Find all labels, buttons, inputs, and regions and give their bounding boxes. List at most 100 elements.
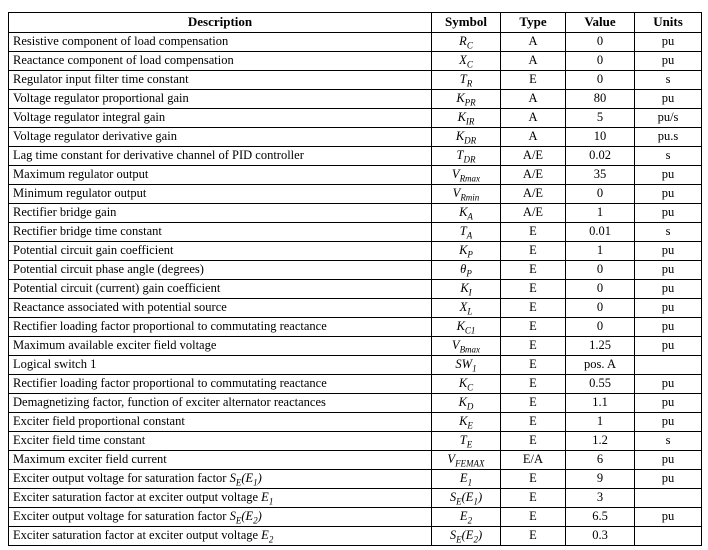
type-cell: A <box>500 108 566 128</box>
column-header-description: Description <box>8 12 432 33</box>
value-cell: 80 <box>565 89 635 109</box>
description-cell: Potential circuit phase angle (degrees) <box>8 260 432 280</box>
value-cell: 1 <box>565 241 635 261</box>
units-cell: pu <box>634 412 702 432</box>
units-cell: pu <box>634 507 702 527</box>
column-header-type: Type <box>500 12 566 33</box>
symbol-cell: RC <box>431 32 501 52</box>
units-cell: pu/s <box>634 108 702 128</box>
value-cell: 0 <box>565 279 635 299</box>
table-row: Exciter output voltage for saturation fa… <box>8 507 702 527</box>
value-cell: 3 <box>565 488 635 508</box>
symbol-cell: SE(E1) <box>431 488 501 508</box>
table-row: Rectifier bridge time constant TA E 0.01 s <box>8 222 702 242</box>
table-row: Voltage regulator integral gain KIR A 5 pu/s <box>8 108 702 128</box>
value-cell: 0 <box>565 32 635 52</box>
type-cell: A <box>500 32 566 52</box>
description-cell: Regulator input filter time constant <box>8 70 432 90</box>
type-cell: A/E <box>500 165 566 185</box>
value-cell: 5 <box>565 108 635 128</box>
units-cell: s <box>634 431 702 451</box>
units-cell: pu <box>634 165 702 185</box>
symbol-cell: KA <box>431 203 501 223</box>
value-cell: 0.55 <box>565 374 635 394</box>
column-header-units: Units <box>634 12 702 33</box>
description-cell: Potential circuit gain coefficient <box>8 241 432 261</box>
value-cell: 0 <box>565 317 635 337</box>
units-cell: pu <box>634 374 702 394</box>
type-cell: E <box>500 355 566 375</box>
type-cell: E <box>500 336 566 356</box>
table-row: Maximum exciter field current VFEMAX E/A 6 p… <box>8 450 702 470</box>
description-cell: Exciter saturation factor at exciter out… <box>8 526 432 546</box>
table-row: Demagnetizing factor, function of excite… <box>8 393 702 413</box>
table-row: Rectifier loading factor proportional to… <box>8 374 702 394</box>
type-cell: E <box>500 431 566 451</box>
table-row: Voltage regulator proportional gain KPR A 8… <box>8 89 702 109</box>
symbol-cell: TR <box>431 70 501 90</box>
value-cell: 6.5 <box>565 507 635 527</box>
value-cell: 0 <box>565 298 635 318</box>
units-cell: pu <box>634 203 702 223</box>
units-cell: pu <box>634 241 702 261</box>
type-cell: E <box>500 317 566 337</box>
type-cell: E <box>500 279 566 299</box>
symbol-cell: KD <box>431 393 501 413</box>
symbol-cell: KI <box>431 279 501 299</box>
description-cell: Voltage regulator integral gain <box>8 108 432 128</box>
units-cell: pu <box>634 184 702 204</box>
symbol-cell: KC1 <box>431 317 501 337</box>
symbol-cell: TDR <box>431 146 501 166</box>
units-cell: pu <box>634 89 702 109</box>
value-cell: 0.3 <box>565 526 635 546</box>
type-cell: E <box>500 393 566 413</box>
table-row: Potential circuit (current) gain coeffic… <box>8 279 702 299</box>
table-row: Exciter saturation factor at exciter out… <box>8 526 702 546</box>
type-cell: E <box>500 507 566 527</box>
value-cell: 1 <box>565 412 635 432</box>
value-cell: 35 <box>565 165 635 185</box>
type-cell: E <box>500 241 566 261</box>
value-cell: 9 <box>565 469 635 489</box>
type-cell: E <box>500 488 566 508</box>
symbol-cell: VBmax <box>431 336 501 356</box>
description-cell: Voltage regulator proportional gain <box>8 89 432 109</box>
description-cell: Exciter saturation factor at exciter out… <box>8 488 432 508</box>
type-cell: A <box>500 89 566 109</box>
symbol-cell: TA <box>431 222 501 242</box>
units-cell: s <box>634 222 702 242</box>
description-cell: Minimum regulator output <box>8 184 432 204</box>
symbol-cell: θP <box>431 260 501 280</box>
value-cell: 1.1 <box>565 393 635 413</box>
symbol-cell: SW1 <box>431 355 501 375</box>
units-cell <box>634 355 702 375</box>
units-cell: pu <box>634 279 702 299</box>
description-cell: Reactance component of load compensation <box>8 51 432 71</box>
type-cell: E <box>500 70 566 90</box>
units-cell: pu <box>634 51 702 71</box>
type-cell: A <box>500 127 566 147</box>
symbol-cell: KC <box>431 374 501 394</box>
type-cell: E <box>500 526 566 546</box>
units-cell: pu <box>634 336 702 356</box>
type-cell: E <box>500 469 566 489</box>
units-cell: pu <box>634 298 702 318</box>
value-cell: 0 <box>565 260 635 280</box>
table-row: Exciter output voltage for saturation fa… <box>8 469 702 489</box>
description-cell: Potential circuit (current) gain coeffic… <box>8 279 432 299</box>
units-cell: pu.s <box>634 127 702 147</box>
value-cell: 0.01 <box>565 222 635 242</box>
table-row: Regulator input filter time constant TR E 0… <box>8 70 702 90</box>
table-row: Voltage regulator derivative gain KDR A 10 p… <box>8 127 702 147</box>
symbol-cell: XC <box>431 51 501 71</box>
symbol-cell: KDR <box>431 127 501 147</box>
type-cell: E/A <box>500 450 566 470</box>
table-row: Lag time constant for derivative channel… <box>8 146 702 166</box>
units-cell: pu <box>634 260 702 280</box>
table-row: Rectifier loading factor proportional to… <box>8 317 702 337</box>
type-cell: A/E <box>500 146 566 166</box>
type-cell: E <box>500 260 566 280</box>
symbol-cell: VRmin <box>431 184 501 204</box>
description-cell: Rectifier bridge time constant <box>8 222 432 242</box>
